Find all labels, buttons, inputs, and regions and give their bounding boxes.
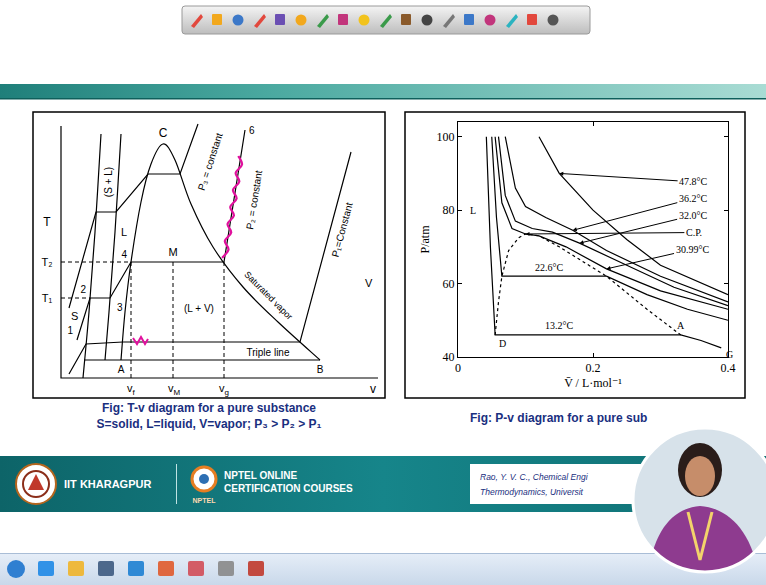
svg-text:36.2°C: 36.2°C xyxy=(679,193,707,204)
svg-text:13.2°C: 13.2°C xyxy=(545,320,573,331)
svg-text:CERTIFICATION COURSES: CERTIFICATION COURSES xyxy=(224,483,353,494)
svg-text:P/atm: P/atm xyxy=(418,225,432,254)
svg-text:1: 1 xyxy=(67,325,73,336)
svg-text:3: 3 xyxy=(117,302,123,313)
svg-text:P₁=Constant: P₁=Constant xyxy=(330,201,355,258)
svg-text:T₂: T₂ xyxy=(42,256,53,268)
svg-text:IIT KHARAGPUR: IIT KHARAGPUR xyxy=(64,478,151,490)
svg-text:22.6°C: 22.6°C xyxy=(535,262,563,273)
svg-text:(S + L): (S + L) xyxy=(103,167,114,197)
svg-text:NPTEL: NPTEL xyxy=(193,497,217,504)
svg-text:NPTEL ONLINE: NPTEL ONLINE xyxy=(224,470,297,481)
svg-text:32.0°C: 32.0°C xyxy=(679,210,707,221)
svg-text:80: 80 xyxy=(443,203,455,217)
svg-text:T: T xyxy=(43,215,51,229)
svg-text:L: L xyxy=(121,226,127,238)
svg-text:A: A xyxy=(118,364,125,375)
svg-text:2: 2 xyxy=(80,284,86,295)
svg-text:6: 6 xyxy=(249,125,255,136)
svg-text:P₃ = constant: P₃ = constant xyxy=(196,131,225,192)
svg-text:60: 60 xyxy=(443,277,455,291)
svg-text:Fig: P-v diagram for a pure su: Fig: P-v diagram for a pure sub xyxy=(470,411,647,425)
svg-text:A: A xyxy=(677,320,685,331)
svg-text:4: 4 xyxy=(121,249,127,260)
svg-text:Saturated vapor: Saturated vapor xyxy=(242,269,294,321)
svg-text:T₁: T₁ xyxy=(42,292,53,304)
svg-text:Triple line: Triple line xyxy=(247,347,290,358)
svg-text:vf: vf xyxy=(127,382,136,397)
svg-text:S=solid, L=liquid, V=vapor; P₃: S=solid, L=liquid, V=vapor; P₃ > P₂ > P₁ xyxy=(97,417,322,431)
svg-text:V: V xyxy=(365,277,373,289)
svg-text:0: 0 xyxy=(455,361,461,375)
svg-text:v: v xyxy=(370,382,376,396)
svg-text:P₂ = constant: P₂ = constant xyxy=(244,169,264,230)
svg-text:M: M xyxy=(168,246,177,258)
svg-text:Fig: T-v diagram for a pure su: Fig: T-v diagram for a pure substance xyxy=(102,401,316,415)
svg-text:G: G xyxy=(726,349,733,360)
svg-text:S: S xyxy=(71,310,78,322)
svg-text:40: 40 xyxy=(443,350,455,364)
svg-text:C: C xyxy=(159,126,168,140)
svg-text:Rao, Y. V. C., Chemical Engi: Rao, Y. V. C., Chemical Engi xyxy=(480,472,589,482)
svg-text:V̄ / L·mol⁻¹: V̄ / L·mol⁻¹ xyxy=(564,376,622,390)
svg-text:B: B xyxy=(317,364,324,375)
svg-text:100: 100 xyxy=(437,130,455,144)
svg-text:vM: vM xyxy=(168,382,181,397)
svg-text:30.99°C: 30.99°C xyxy=(676,244,709,255)
svg-text:0.4: 0.4 xyxy=(721,361,736,375)
svg-text:L: L xyxy=(470,205,476,216)
svg-text:C.P.: C.P. xyxy=(686,227,702,238)
svg-text:(L + V): (L + V) xyxy=(184,303,214,314)
svg-text:47.8°C: 47.8°C xyxy=(679,176,707,187)
svg-text:Thermodynamics, Universit: Thermodynamics, Universit xyxy=(480,487,584,497)
svg-text:vg: vg xyxy=(219,382,229,397)
svg-text:D: D xyxy=(499,338,506,349)
svg-text:0.2: 0.2 xyxy=(586,361,601,375)
